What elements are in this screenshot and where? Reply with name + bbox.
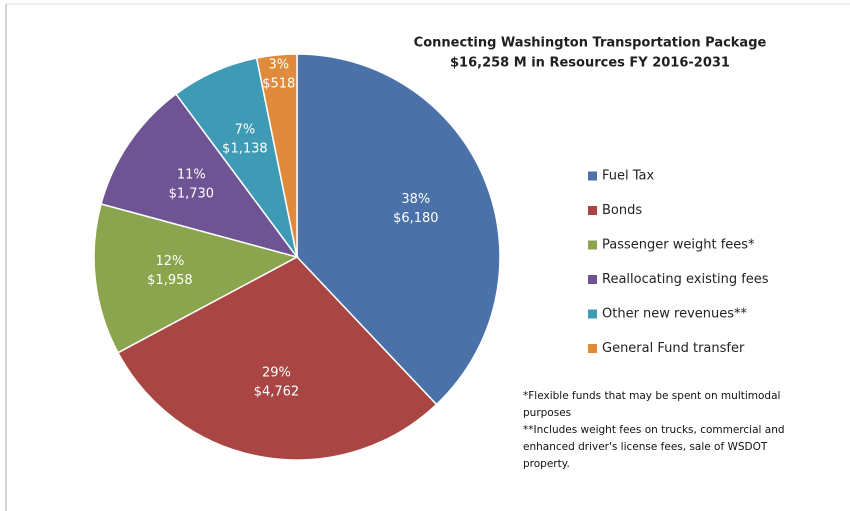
pie-slice bbox=[296, 53, 501, 406]
percent-label: 11% bbox=[177, 167, 206, 182]
percent-label: 7% bbox=[235, 123, 256, 138]
legend-swatch bbox=[588, 309, 597, 319]
percent-label: 38% bbox=[401, 192, 430, 207]
percent-label: 12% bbox=[155, 254, 184, 269]
footnote: enhanced driver's license fees, sale of … bbox=[523, 441, 768, 453]
percent-label: 29% bbox=[262, 366, 291, 381]
chart-title: Connecting Washington Transportation Pac… bbox=[414, 36, 767, 51]
legend-swatch bbox=[588, 206, 597, 215]
legend-swatch bbox=[588, 240, 597, 250]
footnote: **Includes weight fees on trucks, commer… bbox=[523, 424, 785, 436]
legend-swatch bbox=[588, 275, 597, 284]
footnote: *Flexible funds that may be spent on mul… bbox=[523, 390, 780, 402]
pie-slice bbox=[116, 256, 438, 461]
chart-subtitle: $16,258 M in Resources FY 2016-2031 bbox=[450, 56, 730, 71]
legend-label: General Fund transfer bbox=[602, 341, 745, 356]
legend-label: Bonds bbox=[602, 203, 642, 218]
value-label: $1,138 bbox=[222, 142, 268, 157]
value-label: $1,730 bbox=[169, 186, 215, 201]
pie-slice bbox=[100, 92, 299, 259]
pie-slice bbox=[93, 203, 300, 354]
value-label: $1,958 bbox=[147, 273, 193, 288]
legend-label: Fuel Tax bbox=[602, 169, 655, 184]
legend-label: Passenger weight fees* bbox=[602, 238, 755, 253]
legend-label: Reallocating existing fees bbox=[602, 272, 769, 287]
legend-swatch bbox=[588, 171, 597, 181]
value-label: $6,180 bbox=[393, 211, 439, 226]
percent-label: 3% bbox=[268, 58, 289, 73]
pie-slice bbox=[255, 53, 298, 258]
footnote: purposes bbox=[523, 407, 571, 419]
legend-swatch bbox=[588, 344, 597, 353]
footnote: property. bbox=[523, 458, 570, 470]
value-label: $518 bbox=[262, 77, 295, 92]
legend-label: Other new revenues** bbox=[602, 307, 748, 322]
value-label: $4,762 bbox=[254, 385, 300, 400]
